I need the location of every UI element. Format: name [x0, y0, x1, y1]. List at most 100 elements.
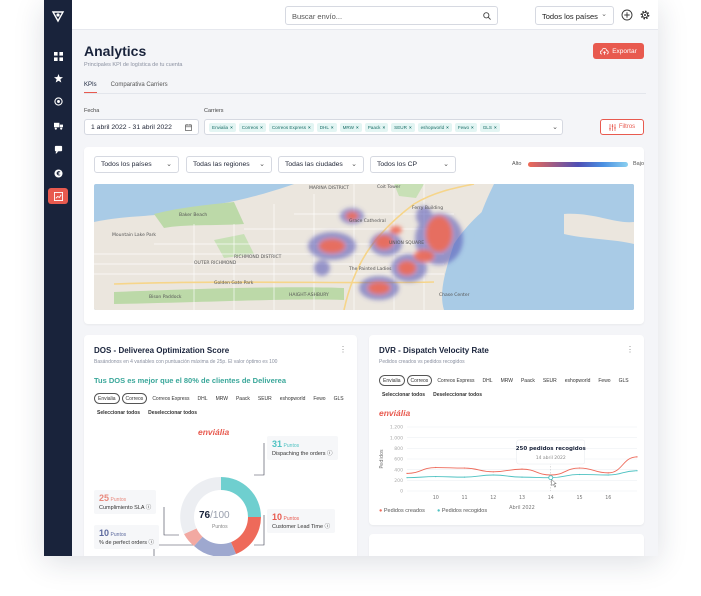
carrier-pill[interactable]: MRW	[215, 395, 228, 402]
tab-kpis[interactable]: KPIs	[84, 82, 97, 93]
segment-name: Dispaching the orders	[272, 451, 326, 457]
select-all-button[interactable]: Seleccionar todos	[97, 409, 141, 416]
carrier-pill[interactable]: Envialia	[379, 375, 405, 386]
main-content: Analytics Principales KPI de logística d…	[72, 30, 658, 556]
carrier-chip[interactable]: Fewo ×	[454, 122, 477, 132]
close-icon[interactable]: ×	[308, 124, 311, 130]
countries-dropdown[interactable]: Todos los países ⌄	[94, 156, 179, 173]
grid-icon	[53, 51, 63, 61]
carrier-chip[interactable]: Envialia ×	[209, 122, 236, 132]
date-range-field[interactable]: 1 abril 2022 - 31 abril 2022	[84, 119, 199, 135]
carrier-pill[interactable]: SEUR	[542, 377, 557, 384]
search-icon	[483, 12, 491, 20]
filters-button[interactable]: Filtros	[600, 119, 644, 135]
carrier-chip[interactable]: Paack ×	[364, 122, 389, 132]
golden-gate-park	[114, 287, 344, 304]
segment-name: Customer Lead Time	[272, 524, 324, 530]
sidebar-item-billing[interactable]: €	[48, 165, 68, 181]
carrier-pill[interactable]: eshopworld	[279, 395, 306, 402]
carrier-pill[interactable]: Correos	[121, 393, 148, 404]
select-all-button[interactable]: Seleccionar todos	[382, 391, 426, 398]
close-icon[interactable]: ×	[382, 124, 386, 130]
legend-label: Pedidos recogidos	[441, 508, 488, 514]
carrier-pill[interactable]: eshopworld	[564, 377, 591, 384]
carrier-pill[interactable]: Correos	[406, 375, 433, 386]
close-icon[interactable]: ×	[471, 124, 474, 130]
segment-name: Cumplimiento SLA	[99, 505, 145, 511]
postal-code-dropdown[interactable]: Todos los CP ⌄	[370, 156, 456, 173]
tab-comparativa-carriers[interactable]: Comparativa Carriers	[110, 82, 168, 88]
close-icon[interactable]: ×	[330, 124, 334, 130]
info-icon[interactable]: ⓘ	[148, 540, 155, 546]
svg-text:UNION SQUARE: UNION SQUARE	[389, 240, 424, 246]
dvr-line-chart[interactable]: 0 200 400 600 800 1.000 1.200 10 11 12 13 14 15 16 Abr…	[369, 423, 644, 523]
carrier-pill[interactable]: SEUR	[257, 395, 272, 402]
chevron-down-icon[interactable]: ⌄	[552, 124, 558, 131]
carrier-pill[interactable]: Fewo	[313, 395, 326, 402]
carrier-chip[interactable]: DHL ×	[316, 122, 337, 132]
segment-dispatching[interactable]	[221, 477, 261, 517]
info-icon[interactable]: ⓘ	[324, 524, 331, 530]
country-select-value: Todos los países	[542, 12, 598, 21]
sidebar-item-messages[interactable]	[48, 141, 68, 157]
carrier-pill[interactable]: Correos Express	[437, 377, 475, 384]
carrier-pill[interactable]: Paack	[520, 377, 535, 384]
info-icon[interactable]: ⓘ	[145, 505, 152, 511]
carrier-chip[interactable]: eshopworld ×	[417, 122, 452, 132]
data-point	[463, 467, 466, 469]
carriers-multiselect[interactable]: Envialia × Correos × Correos Express × DHL × MRW…	[204, 119, 563, 135]
highway-2	[343, 184, 475, 310]
export-button[interactable]: Exportar	[593, 43, 644, 59]
cities-dropdown[interactable]: Todas las ciudades ⌄	[278, 156, 364, 173]
sidebar-item-favorites[interactable]	[48, 70, 68, 86]
data-point	[492, 471, 494, 473]
info-icon[interactable]: ⓘ	[327, 451, 333, 457]
add-icon[interactable]	[621, 9, 633, 21]
carrier-pill[interactable]: GLS	[618, 377, 629, 384]
carrier-chip[interactable]: SEUR ×	[391, 122, 415, 132]
search-input[interactable]: Buscar envío...	[285, 6, 498, 25]
carrier-pill[interactable]: Fewo	[598, 377, 611, 384]
svg-text:Chase Center: Chase Center	[439, 292, 470, 298]
sidebar-item-tracking[interactable]	[48, 93, 68, 109]
x-tick-label: 14	[548, 495, 554, 501]
close-icon[interactable]: ×	[408, 124, 412, 130]
data-point	[578, 473, 581, 476]
country-select[interactable]: Todos los países ⌄	[535, 6, 614, 25]
carrier-pill[interactable]: Correos Express	[152, 395, 190, 402]
carrier-chip-label: Paack	[367, 124, 381, 130]
heatmap-map[interactable]: MARINA DISTRICT Coit Tower Baker Beach F…	[94, 184, 634, 310]
close-icon[interactable]: ×	[230, 124, 233, 130]
carrier-chip[interactable]: GLS ×	[479, 122, 500, 132]
carrier-pill[interactable]: DHL	[197, 395, 208, 402]
close-icon[interactable]: ×	[493, 124, 497, 130]
sidebar-item-analytics[interactable]	[48, 188, 68, 204]
sidebar-item-dashboard[interactable]	[48, 48, 68, 64]
carrier-pill[interactable]: Paack	[235, 395, 250, 402]
more-icon[interactable]: ⋮	[339, 345, 347, 354]
carrier-pill[interactable]: Envialia	[94, 393, 120, 404]
segment-value: 25	[99, 493, 110, 503]
deselect-all-button[interactable]: Deseleccionar todos	[433, 391, 482, 398]
x-tick-label: 12	[490, 495, 496, 501]
carrier-chip[interactable]: MRW ×	[339, 122, 362, 132]
segment-value: 10	[99, 528, 110, 538]
calendar-icon	[185, 124, 192, 131]
more-icon[interactable]: ⋮	[626, 345, 634, 354]
regions-dropdown[interactable]: Todas las regiones ⌄	[186, 156, 272, 173]
carrier-pill[interactable]: DHL	[482, 377, 493, 384]
deselect-all-button[interactable]: Deseleccionar todos	[148, 409, 197, 416]
segment-lead-time[interactable]	[228, 517, 261, 554]
svg-text:Ferry Building: Ferry Building	[412, 205, 443, 211]
dos-carrier-pills: Envialia Correos Correos Express DHL MRW Paac…	[94, 393, 349, 417]
close-icon[interactable]: ×	[446, 124, 449, 130]
carrier-chip[interactable]: Correos ×	[238, 122, 266, 132]
close-icon[interactable]: ×	[260, 124, 263, 130]
carrier-pill[interactable]: GLS	[333, 395, 344, 402]
close-icon[interactable]: ×	[356, 124, 359, 130]
carrier-pill[interactable]: MRW	[500, 377, 513, 384]
gear-icon[interactable]	[639, 9, 651, 21]
sidebar-item-shipments[interactable]	[48, 117, 68, 133]
euro-icon: €	[53, 168, 63, 177]
carrier-chip[interactable]: Correos Express ×	[268, 122, 314, 132]
